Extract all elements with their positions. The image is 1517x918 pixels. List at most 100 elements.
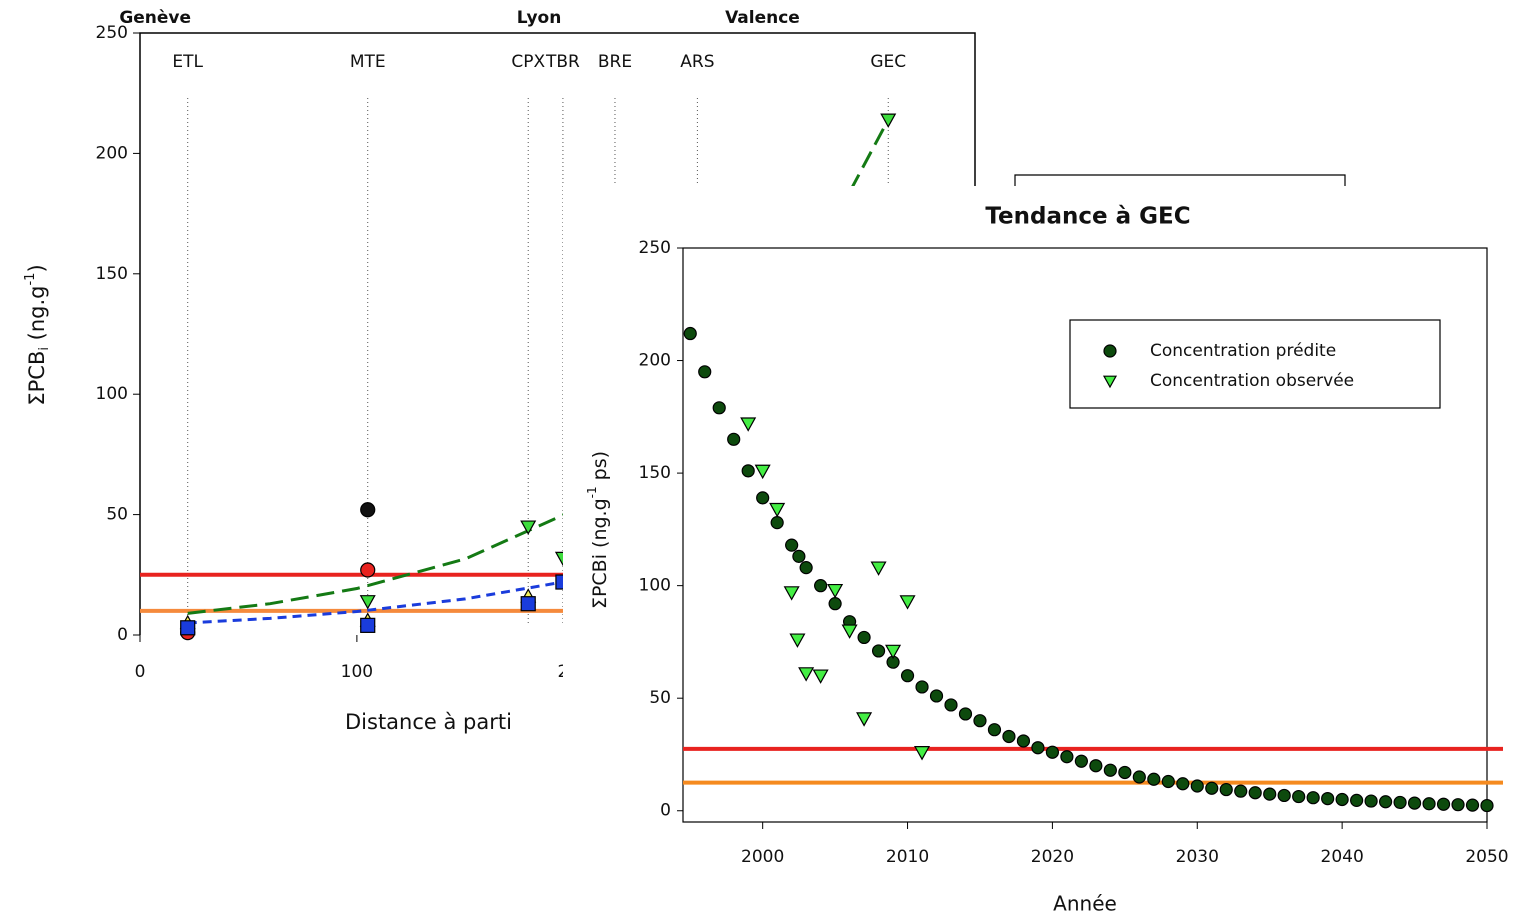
data-point	[1074, 754, 1088, 768]
data-point	[885, 644, 902, 660]
data-point	[1480, 798, 1494, 813]
y-label-sub: i	[37, 347, 52, 351]
data-point	[1219, 782, 1233, 797]
station-label: ARS	[680, 52, 714, 72]
data-point	[1205, 781, 1219, 795]
data-point	[914, 746, 931, 761]
x-tick-label: 0	[135, 662, 146, 682]
distance-chart: Distance à parti ΣPCBi (ng.g-1) 05010015…	[23, 8, 976, 734]
data-point	[929, 689, 944, 703]
x-tick-label: 2020	[1031, 847, 1074, 867]
data-point	[741, 464, 755, 478]
data-point	[1306, 791, 1320, 805]
y-axis-label: ΣPCBi (ng.g-1 ps)	[585, 451, 611, 609]
y-tick-label: 150	[96, 264, 128, 284]
station-label: BRE	[598, 52, 632, 72]
y-tick-label: 0	[660, 801, 671, 821]
data-point	[360, 562, 376, 578]
legend-label: Concentration observée	[1150, 371, 1354, 391]
x-tick-label: 2050	[1465, 847, 1508, 867]
data-point	[1292, 789, 1306, 804]
y-label-mid: (ng.g	[25, 286, 49, 348]
data-point	[1118, 765, 1132, 780]
x-axis-label: Distance à parti	[345, 710, 512, 734]
data-point	[870, 561, 887, 576]
legend-box	[1069, 319, 1441, 409]
data-point	[900, 669, 915, 683]
legend-marker	[1103, 344, 1117, 358]
data-point	[520, 596, 536, 612]
x-tick-label: 2040	[1321, 847, 1364, 867]
data-point	[958, 707, 973, 721]
data-point	[1436, 797, 1451, 811]
data-point	[1147, 772, 1161, 786]
y-tick-label: 50	[106, 505, 128, 525]
data-point	[698, 365, 712, 379]
data-point	[944, 698, 958, 712]
data-point	[1335, 792, 1349, 807]
data-point	[1031, 741, 1045, 755]
city-label: Genève	[119, 8, 191, 28]
city-label: Valence	[725, 8, 800, 28]
data-point	[827, 583, 844, 599]
data-point	[754, 464, 771, 480]
data-point	[856, 712, 873, 727]
data-point	[987, 723, 1002, 737]
y-label-main: ΣPCBi (ng.g	[589, 498, 611, 609]
legend-label: Concentration prédite	[1150, 341, 1336, 361]
x-tick-label: 2000	[741, 847, 784, 867]
x-tick-label: 2010	[886, 847, 929, 867]
y-axis-label: ΣPCBi (ng.g-1)	[23, 264, 52, 405]
data-point	[1089, 759, 1103, 773]
y-label-sup: -1	[23, 273, 38, 286]
chart-title: Tendance à GEC	[985, 204, 1190, 230]
inset-background	[563, 186, 1517, 918]
data-point	[785, 538, 799, 552]
data-point	[1393, 795, 1407, 810]
data-point	[857, 630, 871, 645]
data-point	[1378, 795, 1393, 809]
data-point	[1263, 787, 1277, 801]
x-tick-label: 2030	[1176, 847, 1219, 867]
x-axis-label: Année	[1053, 892, 1117, 916]
data-point	[915, 680, 929, 694]
y-tick-label: 50	[649, 688, 671, 708]
data-point	[1161, 774, 1175, 789]
data-point	[783, 586, 800, 601]
x-tick-label: 100	[341, 662, 373, 682]
y-label-end: )	[25, 264, 49, 272]
y-tick-label: 250	[96, 23, 128, 43]
data-point	[1016, 734, 1031, 748]
y-tick-label: 150	[639, 463, 671, 483]
legend-marker	[1102, 375, 1118, 389]
data-point	[1321, 791, 1335, 806]
data-point	[814, 579, 828, 593]
data-point	[1364, 794, 1378, 808]
data-point	[360, 617, 376, 633]
data-point	[683, 326, 697, 341]
data-point	[756, 491, 770, 505]
y-tick-label: 0	[117, 625, 128, 645]
data-point	[1451, 798, 1465, 812]
station-label: MTE	[350, 52, 386, 72]
data-point	[1060, 750, 1074, 764]
data-point	[812, 669, 829, 684]
data-point	[899, 595, 916, 610]
data-point	[798, 667, 815, 682]
city-label: Lyon	[517, 8, 562, 28]
plot-frame	[682, 247, 1488, 823]
y-tick-label: 100	[96, 384, 128, 404]
data-point	[828, 597, 842, 611]
data-point	[871, 644, 886, 658]
y-tick-label: 200	[96, 143, 128, 163]
data-point	[1132, 770, 1146, 784]
data-point	[1234, 784, 1248, 798]
trend-chart: Tendance à GEC Année ΣPCBi (ng.g-1 ps) 0…	[585, 204, 1509, 916]
inset-frame	[1014, 174, 1346, 186]
data-point	[360, 502, 376, 518]
data-point	[973, 714, 987, 728]
y-label-sup: -1	[585, 486, 599, 498]
fit-curve	[187, 580, 564, 625]
data-point	[1350, 793, 1364, 807]
